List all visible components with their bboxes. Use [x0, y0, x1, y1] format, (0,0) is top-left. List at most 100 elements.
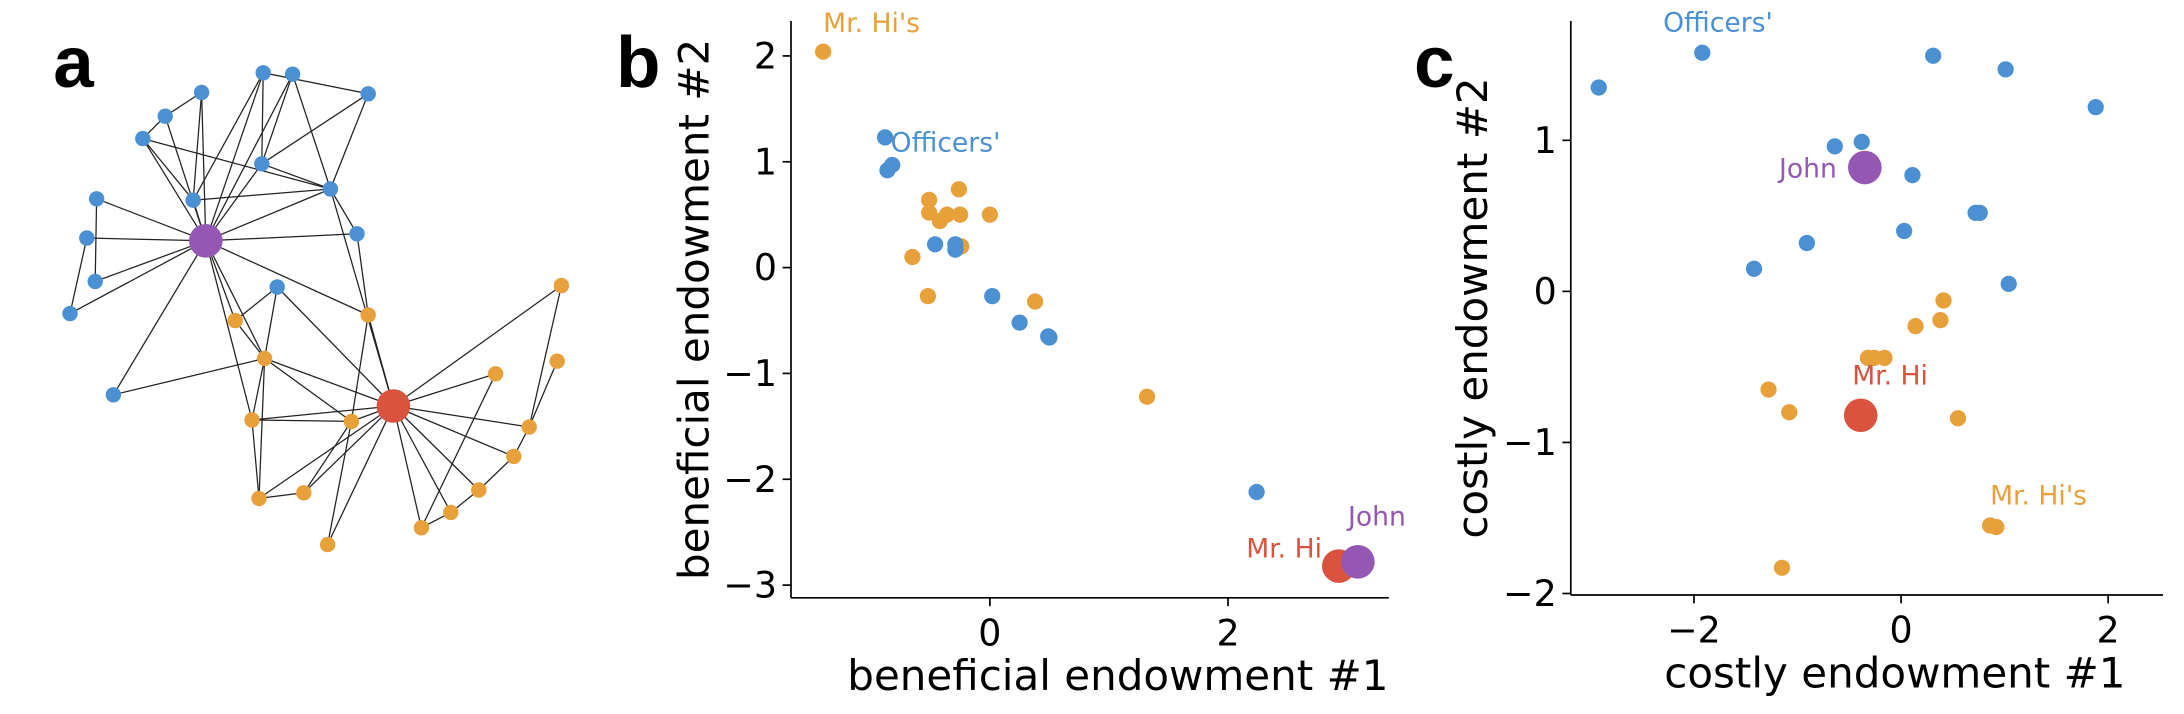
network-edge [251, 358, 266, 421]
panel-label: a [53, 22, 94, 103]
scatter-point [1745, 260, 1763, 277]
network-edge [478, 455, 515, 491]
network-edge [251, 405, 394, 421]
y-tick-label: −2 [723, 458, 777, 501]
network-node [343, 413, 360, 430]
network-edge [528, 360, 558, 428]
panel-label: b [616, 22, 660, 103]
y-tick-label: −2 [1503, 572, 1557, 615]
scatter-point [951, 206, 969, 223]
network-node [349, 226, 365, 242]
scatter-point [1773, 559, 1791, 576]
scatter-point [1694, 44, 1711, 61]
network-edge [261, 73, 294, 165]
series-label: Officers' [891, 127, 1001, 158]
x-axis-label: costly endowment #1 [1664, 648, 2125, 697]
network-node [284, 66, 301, 82]
network-edge [234, 320, 266, 359]
x-axis-label: beneficial endowment #1 [847, 651, 1388, 700]
x-tick-label: −2 [1667, 609, 1721, 652]
scatter-point [921, 191, 938, 208]
network-edge [142, 138, 207, 242]
network-node [157, 108, 173, 124]
scatter-point [1798, 234, 1815, 252]
network-edge [205, 240, 369, 316]
network-edge [327, 405, 394, 545]
network-edge [251, 419, 260, 499]
scatter-point [904, 248, 921, 266]
scatter-point [1041, 329, 1058, 346]
network-node [105, 387, 122, 403]
network-edge [205, 240, 266, 359]
network-edge [113, 357, 265, 396]
network-edge [528, 285, 563, 428]
scatter-point [984, 288, 1001, 305]
network-node [553, 277, 570, 294]
network-node [135, 130, 151, 147]
series-label: John [1346, 501, 1406, 532]
scatter-point [919, 288, 937, 305]
scatter-point [1138, 388, 1156, 405]
series-label: Officers' [1663, 8, 1773, 39]
scatter-point [947, 241, 964, 258]
y-tick-label: −3 [723, 564, 777, 607]
y-tick-label: −1 [1503, 421, 1557, 464]
y-tick-label: −1 [723, 352, 777, 395]
network-edge [258, 358, 266, 499]
network-edge [142, 138, 194, 201]
network-node [255, 65, 271, 81]
network-node [185, 192, 201, 208]
network-hub [189, 224, 223, 258]
network-node [360, 307, 376, 323]
y-tick-label: 1 [754, 140, 777, 183]
network-edge [420, 373, 497, 529]
scatter-point [1907, 318, 1924, 335]
network-node [256, 350, 273, 367]
y-tick-label: 2 [754, 35, 777, 78]
network-node [251, 490, 267, 507]
scatter-point [1341, 545, 1375, 579]
x-tick-label: 2 [2097, 609, 2120, 652]
network-node [244, 412, 260, 428]
network-edge [258, 405, 394, 499]
network-edge [142, 137, 331, 190]
scatter-point [1853, 133, 1870, 150]
network-node [487, 366, 504, 382]
network-edge [392, 405, 452, 513]
scatter-point [1248, 483, 1265, 501]
network-edge [263, 286, 278, 359]
network-node [269, 279, 285, 295]
y-tick-label: 0 [754, 246, 777, 289]
network-hub [376, 389, 411, 423]
network-node [296, 485, 312, 501]
scatter-point [981, 206, 998, 223]
network-edge [69, 240, 207, 315]
network-edge [192, 72, 264, 201]
network-edge [69, 237, 88, 314]
scatter-point [1826, 138, 1843, 155]
network-edge [192, 92, 203, 201]
network-node [360, 86, 376, 102]
scatter-point [926, 236, 944, 253]
scatter-point [1971, 204, 1988, 221]
network-edge [393, 285, 562, 407]
network-edge [392, 405, 480, 491]
series-label: Mr. Hi's [1990, 481, 2087, 512]
network-edge [112, 240, 207, 396]
network-edge [303, 405, 394, 494]
network [62, 65, 570, 553]
scatter-point [876, 129, 894, 146]
panel-label: c [1414, 22, 1454, 103]
network-edge [264, 357, 394, 407]
scatter-point [815, 43, 832, 60]
scatter-point [1988, 518, 2005, 536]
x-tick-label: 0 [1889, 609, 1912, 652]
network-edge [94, 198, 98, 282]
network-edge [326, 421, 353, 545]
series-label: Mr. Hi [1246, 534, 1322, 565]
series-label: John [1777, 153, 1837, 184]
scatter-point [2087, 98, 2104, 116]
network-edge [96, 198, 207, 242]
